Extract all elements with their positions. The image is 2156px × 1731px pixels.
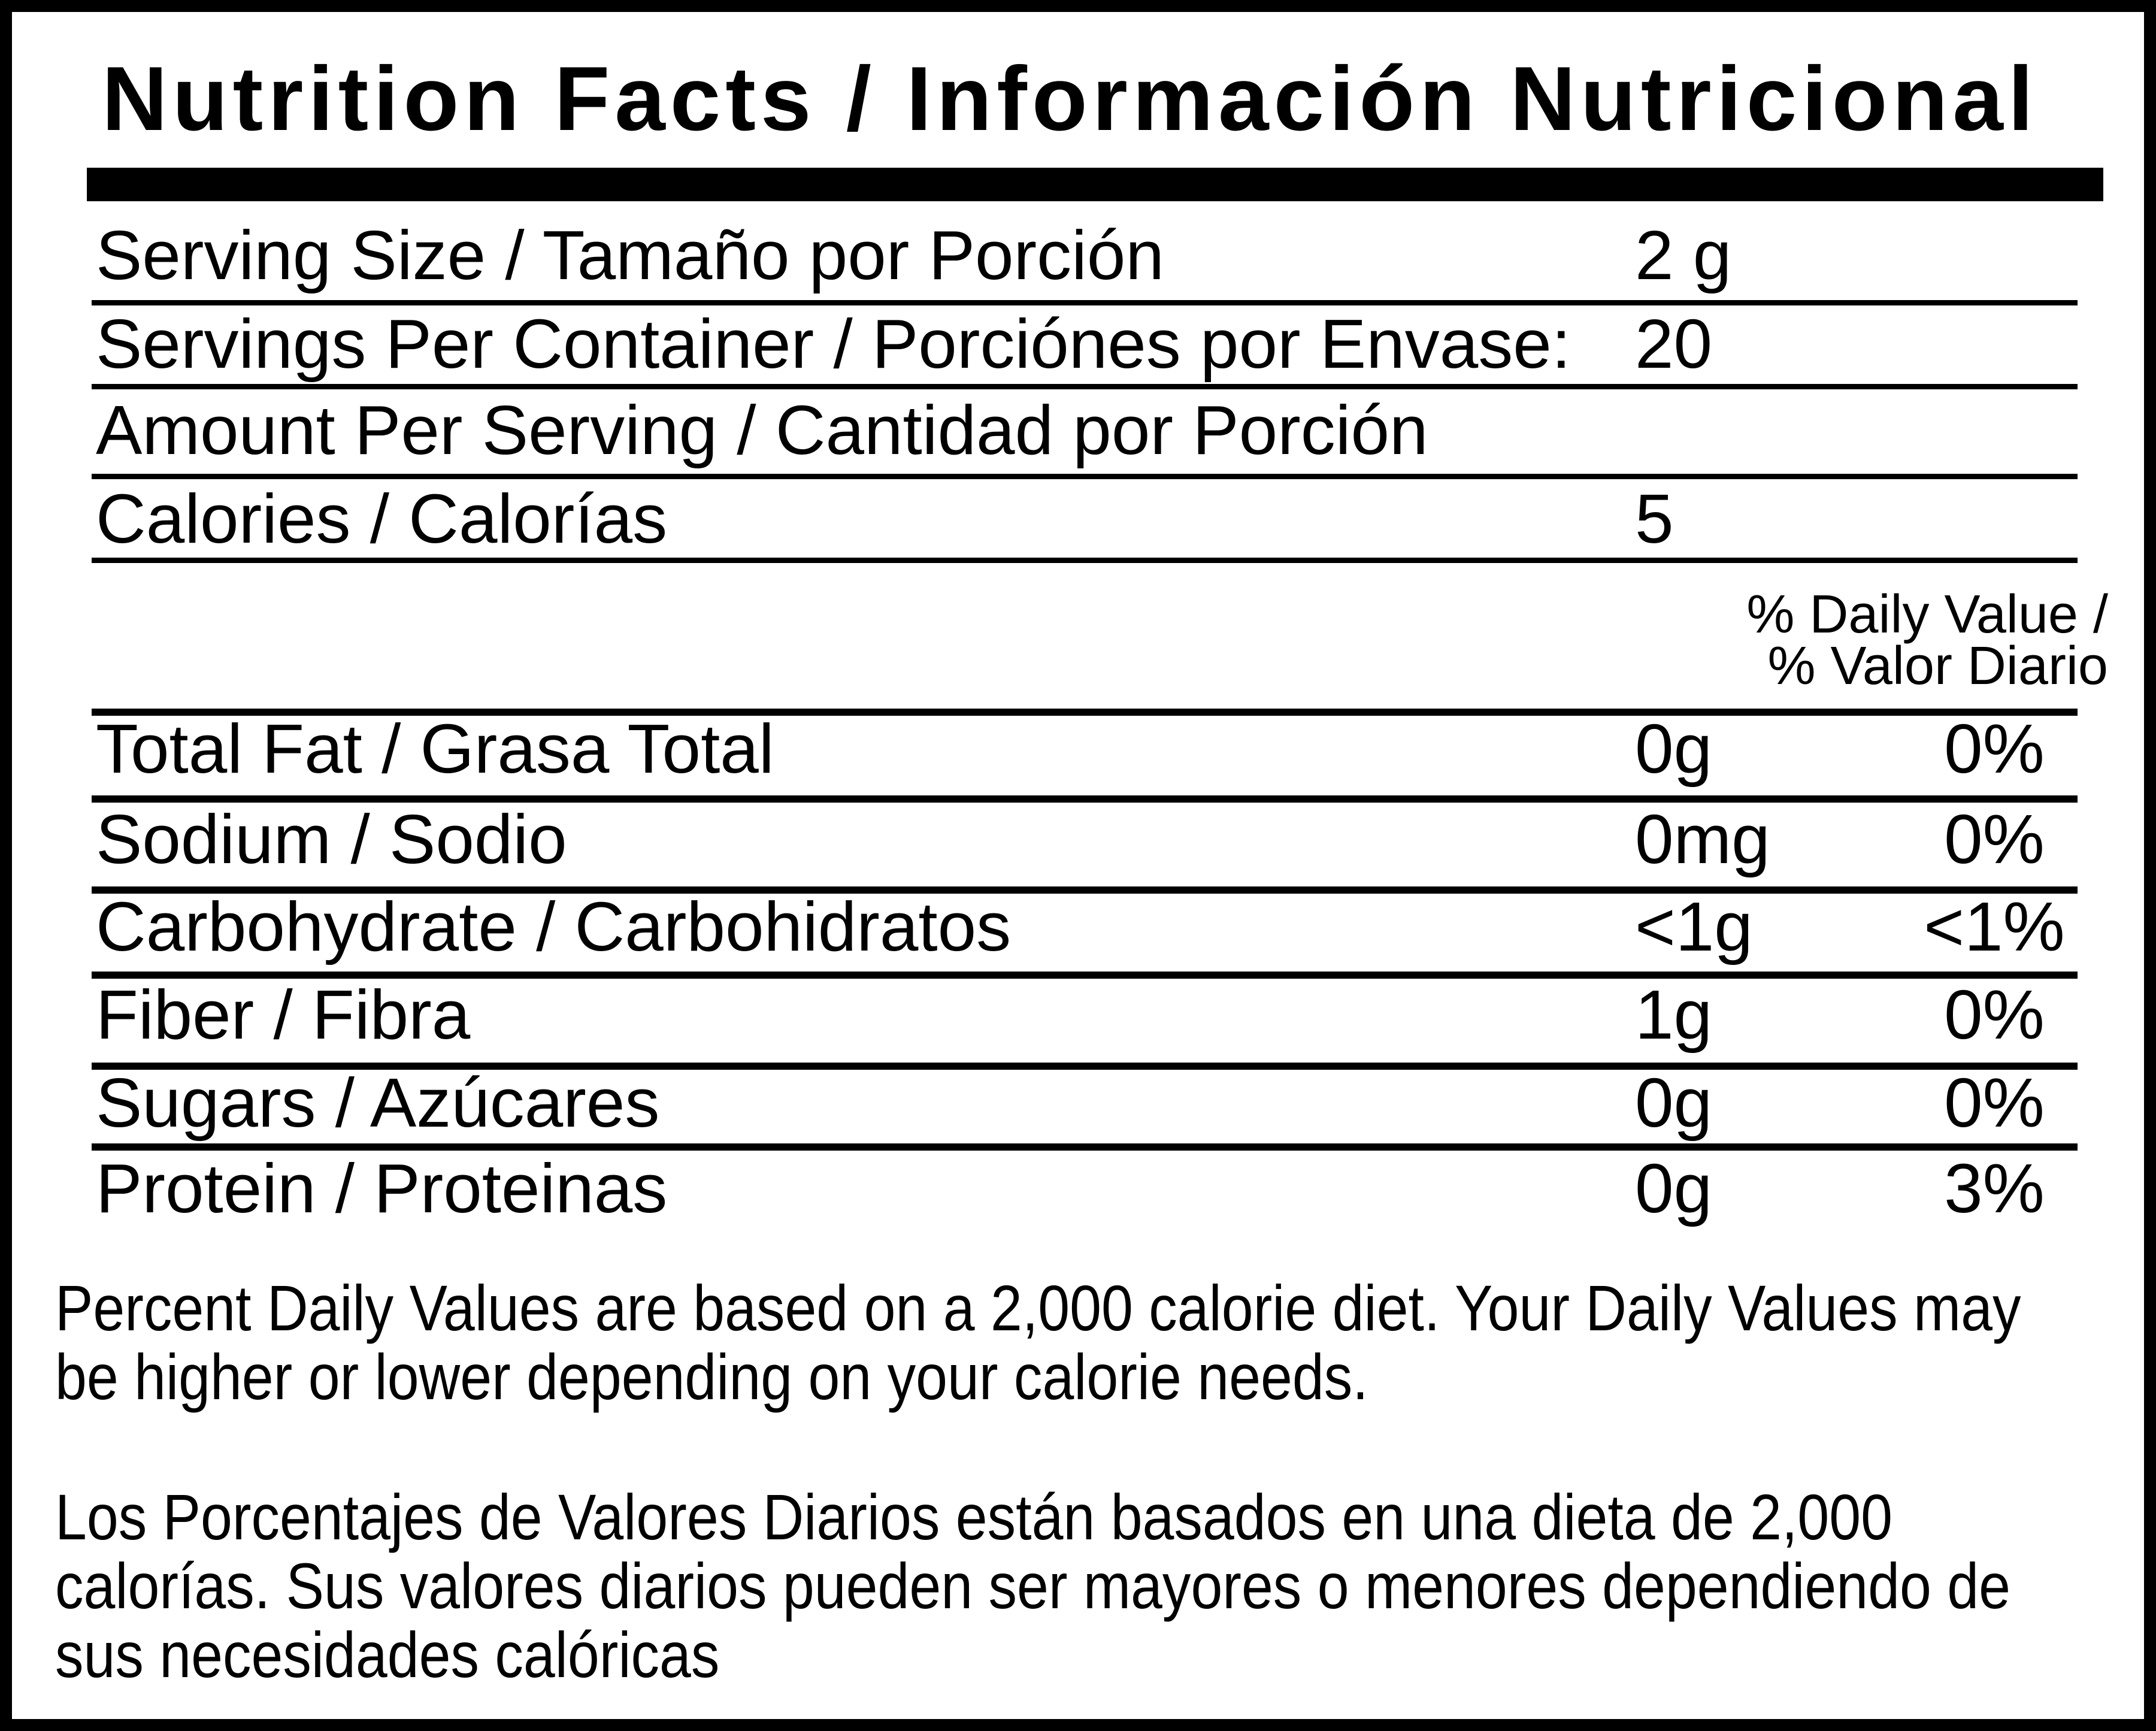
nutrient-row-amount-sodium: 0mg <box>1635 800 1770 878</box>
nutrient-row-label-protein: Protein / Proteinas <box>96 1149 668 1227</box>
nutrient-row-label-sodium: Sodium / Sodio <box>96 800 567 878</box>
divider-rule <box>92 474 2078 479</box>
nutrient-row-label-sugars: Sugars / Azúcares <box>96 1064 660 1142</box>
nutrient-row-percent-fiber: 0% <box>1944 976 2045 1054</box>
nutrient-row-percent-sodium: 0% <box>1944 800 2045 878</box>
footnote-spanish-line3: sus necesidades calóricas <box>55 1618 720 1691</box>
footnote-spanish-line1: Los Porcentajes de Valores Diarios están… <box>55 1481 1892 1553</box>
divider-rule <box>92 795 2078 803</box>
divider-rule <box>92 384 2078 389</box>
divider-rule <box>92 709 2078 716</box>
nutrient-row-amount-fiber: 1g <box>1635 976 1713 1054</box>
divider-rule <box>92 886 2078 894</box>
nutrient-row-amount-carbohydrate: <1g <box>1635 888 1753 966</box>
footnote-english: Percent Daily Values are based on a 2,00… <box>55 1273 2021 1411</box>
divider-rule <box>92 1063 2078 1070</box>
nutrient-row-amount-protein: 0g <box>1635 1149 1713 1227</box>
daily-value-header: % Daily Value / % Valor Diario <box>1746 585 2108 696</box>
serving-size-value: 2 g <box>1635 216 1732 294</box>
divider-rule <box>92 558 2078 563</box>
amount-per-serving-label: Amount Per Serving / Cantidad por Porció… <box>96 391 1428 469</box>
nutrient-row-label-fiber: Fiber / Fibra <box>96 976 471 1054</box>
servings-per-container-label: Servings Per Container / Porciónes por E… <box>96 305 1571 383</box>
nutrient-row-percent-sugars: 0% <box>1944 1064 2045 1142</box>
nutrient-row-percent-total-fat: 0% <box>1944 710 2045 788</box>
daily-value-header-line1: % Daily Value / <box>1746 585 2108 644</box>
nutrient-row-label-total-fat: Total Fat / Grasa Total <box>96 710 774 788</box>
daily-value-header-line2: % Valor Diario <box>1767 636 2108 696</box>
nutrient-row-label-carbohydrate: Carbohydrate / Carbohidratos <box>96 888 1012 966</box>
footnote-english-line2: be higher or lower depending on your cal… <box>55 1340 1368 1413</box>
divider-rule <box>92 1143 2078 1151</box>
nutrient-row-amount-total-fat: 0g <box>1635 710 1713 788</box>
calories-label: Calories / Calorías <box>96 480 668 558</box>
footnote-english-line1: Percent Daily Values are based on a 2,00… <box>55 1272 2021 1344</box>
label-title: Nutrition Facts / Información Nutriciona… <box>102 48 2039 150</box>
nutrient-row-amount-sugars: 0g <box>1635 1064 1713 1142</box>
serving-size-label: Serving Size / Tamaño por Porción <box>96 216 1164 294</box>
footnote-spanish: Los Porcentajes de Valores Diarios están… <box>55 1482 2010 1689</box>
calories-value: 5 <box>1635 480 1674 558</box>
divider-rule <box>92 300 2078 305</box>
divider-rule <box>92 972 2078 979</box>
header-divider-bar <box>87 168 2103 201</box>
servings-per-container-value: 20 <box>1635 305 1713 383</box>
nutrient-row-percent-protein: 3% <box>1944 1149 2045 1227</box>
nutrient-row-percent-carbohydrate: <1% <box>1924 888 2065 966</box>
footnote-spanish-line2: calorías. Sus valores diarios pueden ser… <box>55 1550 2010 1622</box>
